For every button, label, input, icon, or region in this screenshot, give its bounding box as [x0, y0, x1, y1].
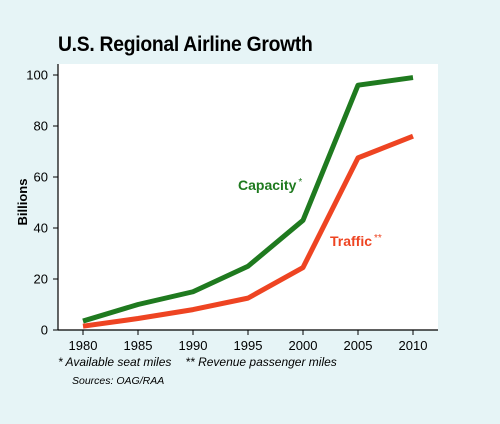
series-label-traffic: Traffic ** [330, 233, 382, 249]
traffic-footnote: ** Revenue passenger miles [185, 355, 337, 369]
y-axis: 0 20 40 60 80 100 [26, 64, 59, 338]
x-tick-label: 1985 [124, 338, 153, 353]
series-marker: * [298, 177, 302, 188]
x-axis: 1980 1985 1990 1995 2000 2005 2010 [58, 329, 438, 353]
series-name: Capacity [238, 177, 297, 193]
x-tick-label: 1990 [179, 338, 208, 353]
series-marker: ** [374, 233, 382, 244]
series-line-traffic [82, 133, 414, 329]
series-label-capacity: Capacity * [238, 177, 302, 193]
series-name: Traffic [330, 233, 372, 249]
x-tick-label: 1980 [69, 338, 98, 353]
y-tick-label: 40 [34, 221, 48, 236]
source-note: Sources: OAG/RAA [72, 375, 165, 387]
x-tick-label: 2010 [399, 338, 428, 353]
x-tick-label: 2005 [344, 338, 373, 353]
series-line-capacity [82, 75, 414, 324]
y-tick-label: 20 [34, 272, 48, 287]
y-tick-label: 100 [26, 68, 48, 83]
series-labels: Capacity * Traffic ** [238, 177, 382, 249]
y-tick-label: 0 [41, 323, 48, 338]
x-tick-label: 2000 [289, 338, 318, 353]
plot-area [58, 64, 438, 330]
capacity-footnote: * Available seat miles [58, 355, 172, 369]
y-tick-label: 60 [34, 170, 48, 185]
x-tick-label: 1995 [234, 338, 263, 353]
series-lines [82, 75, 414, 329]
footnotes: * Available seat miles ** Revenue passeng… [58, 355, 337, 369]
y-axis-title: Billions [15, 179, 30, 226]
chart-title: U.S. Regional Airline Growth [58, 33, 313, 56]
y-tick-label: 80 [34, 119, 48, 134]
